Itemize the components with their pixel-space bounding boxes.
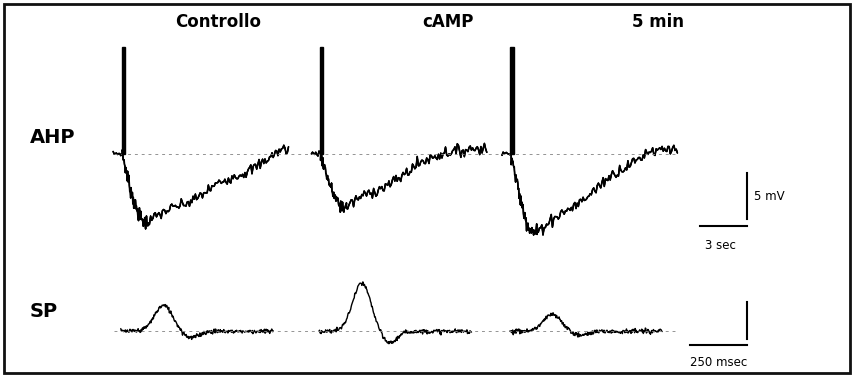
- Text: 250 msec: 250 msec: [689, 356, 746, 369]
- Text: Controllo: Controllo: [175, 13, 260, 31]
- Text: 5 mV: 5 mV: [753, 190, 784, 202]
- Bar: [319, 47, 322, 153]
- Bar: [121, 47, 125, 153]
- Text: AHP: AHP: [30, 128, 75, 147]
- Text: SP: SP: [30, 302, 58, 320]
- Text: 3 sec: 3 sec: [704, 239, 734, 252]
- Text: 5 min: 5 min: [631, 13, 682, 31]
- Bar: [510, 47, 514, 153]
- Text: cAMP: cAMP: [422, 13, 473, 31]
